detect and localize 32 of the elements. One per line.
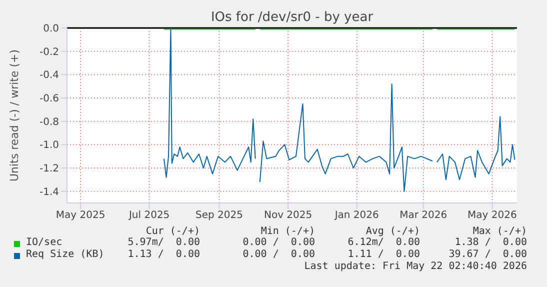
text: Last update: Fri May 22 02:40:40 2026 bbox=[304, 261, 527, 272]
legend-label: Req Size (KB) bbox=[26, 249, 104, 260]
x-tick-label: Nov 2025 bbox=[264, 210, 312, 222]
text: 0.00 / 0.00 bbox=[242, 249, 315, 260]
x-tick-label: May 2026 bbox=[468, 210, 517, 222]
legend-label: IO/sec bbox=[26, 237, 62, 248]
x-tick-label: Jul 2025 bbox=[128, 210, 170, 222]
x-tick-label: May 2025 bbox=[56, 210, 106, 222]
y-tick-label: -0.8 bbox=[39, 116, 59, 128]
x-tick-label: Sep 2025 bbox=[196, 210, 243, 222]
text: 1.13 / 0.00 bbox=[128, 249, 200, 260]
text: 39.67 / 0.00 bbox=[448, 249, 527, 260]
y-tick-label: -1.2 bbox=[39, 164, 59, 175]
y-tick-label: -1.4 bbox=[39, 186, 59, 198]
text: 0.00 / 0.00 bbox=[242, 237, 315, 248]
text: 1.11 / 0.00 bbox=[348, 249, 420, 260]
y-tick-label: -0.4 bbox=[39, 70, 59, 82]
chart-title: IOs for /dev/sr0 - by year bbox=[210, 10, 374, 25]
x-tick-label: Jan 2026 bbox=[334, 210, 379, 222]
text: Max (-/+) bbox=[472, 226, 527, 237]
y-tick-label: -1.0 bbox=[39, 140, 59, 152]
text: Cur (-/+) bbox=[146, 226, 200, 237]
text: Avg (-/+) bbox=[366, 226, 420, 237]
y-axis-title: Units read (-) / write (+) bbox=[8, 49, 21, 182]
y-tick-label: 0.0 bbox=[43, 24, 59, 35]
x-tick-label: Mar 2026 bbox=[400, 210, 448, 222]
y-tick-label: -0.2 bbox=[39, 46, 59, 58]
text: 1.38 / 0.00 bbox=[454, 237, 527, 248]
text: 5.97m/ 0.00 bbox=[128, 237, 200, 248]
text: Min (-/+) bbox=[260, 226, 315, 237]
y-tick-label: -0.6 bbox=[39, 94, 59, 105]
text: 6.12m/ 0.00 bbox=[348, 237, 420, 248]
